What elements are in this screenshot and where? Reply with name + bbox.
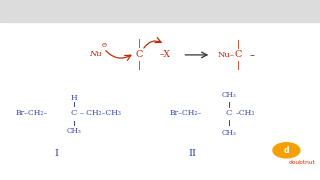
- Text: C: C: [70, 109, 77, 117]
- Text: C: C: [235, 50, 242, 59]
- Text: |: |: [138, 61, 141, 70]
- Text: –CH₃: –CH₃: [235, 109, 254, 117]
- Bar: [0, 0, 320, 22]
- Text: |: |: [138, 39, 141, 48]
- Circle shape: [273, 143, 300, 158]
- Text: Br–CH₂–: Br–CH₂–: [170, 109, 202, 117]
- Text: CH₃: CH₃: [66, 127, 81, 135]
- Text: CH₃: CH₃: [221, 129, 236, 137]
- Text: Nu: Nu: [90, 50, 102, 58]
- Text: I: I: [54, 149, 58, 158]
- Text: |: |: [237, 40, 240, 49]
- Text: –X: –X: [160, 50, 171, 59]
- Text: |: |: [237, 61, 240, 70]
- Text: H: H: [70, 94, 77, 102]
- Text: C: C: [135, 50, 143, 59]
- Text: Br–CH₂–: Br–CH₂–: [16, 109, 48, 117]
- Text: C: C: [226, 109, 232, 117]
- Text: – CH₂–CH₃: – CH₂–CH₃: [80, 109, 121, 117]
- Text: II: II: [188, 149, 196, 158]
- Text: Nu–: Nu–: [218, 51, 235, 59]
- Text: –: –: [250, 50, 254, 60]
- Text: Θ: Θ: [101, 42, 107, 48]
- Text: doubtnut: doubtnut: [289, 159, 316, 165]
- Text: d: d: [284, 146, 289, 155]
- Text: CH₃: CH₃: [221, 91, 236, 99]
